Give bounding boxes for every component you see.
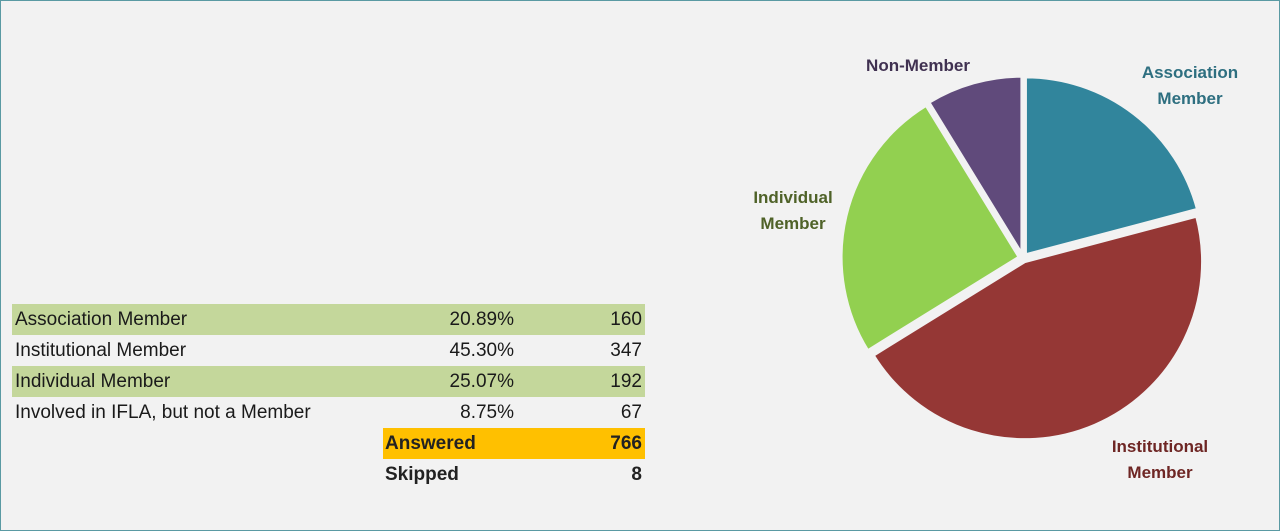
skipped-row: Skipped 8 (12, 459, 645, 490)
table-row: Involved in IFLA, but not a Member 8.75%… (12, 397, 645, 428)
pie-slice-non-member (926, 74, 1024, 260)
skipped-label: Skipped (385, 464, 459, 485)
pie-label: Non-Member (866, 56, 970, 75)
row-percent: 20.89% (449, 309, 514, 330)
membership-pie-chart: Association Member Institutional Member Indi… (753, 56, 1238, 482)
row-percent: 8.75% (460, 402, 514, 423)
row-label: Institutional Member (15, 340, 187, 361)
skipped-count: 8 (631, 464, 642, 485)
table-row: Institutional Member 45.30% 347 (12, 335, 645, 366)
answered-count: 766 (610, 433, 642, 454)
pie-label: Individual Member (753, 188, 832, 233)
answered-label: Answered (385, 433, 476, 454)
row-percent: 25.07% (449, 371, 514, 392)
table-row: Association Member 20.89% 160 (12, 304, 645, 335)
pie-slice-individual-member (839, 103, 1022, 353)
answered-row: Answered 766 (12, 428, 645, 459)
pie-slice-institutional-member (871, 214, 1205, 442)
table-row: Individual Member 25.07% 192 (12, 366, 645, 397)
response-table: Association Member 20.89% 160 Institutio… (12, 304, 645, 490)
row-label: Association Member (15, 309, 188, 330)
row-count: 67 (620, 402, 642, 423)
row-label: Individual Member (15, 371, 171, 392)
row-label: Involved in IFLA, but not a Member (15, 402, 311, 423)
row-count: 192 (610, 371, 642, 392)
answered-highlight (383, 428, 645, 459)
row-count: 160 (610, 309, 642, 330)
pie-label: Association Member (1142, 63, 1238, 108)
row-percent: 45.30% (449, 340, 514, 361)
row-count: 347 (610, 340, 642, 361)
pie-slice-association-member (1023, 75, 1200, 257)
pie-label: Institutional Member (1112, 437, 1208, 482)
